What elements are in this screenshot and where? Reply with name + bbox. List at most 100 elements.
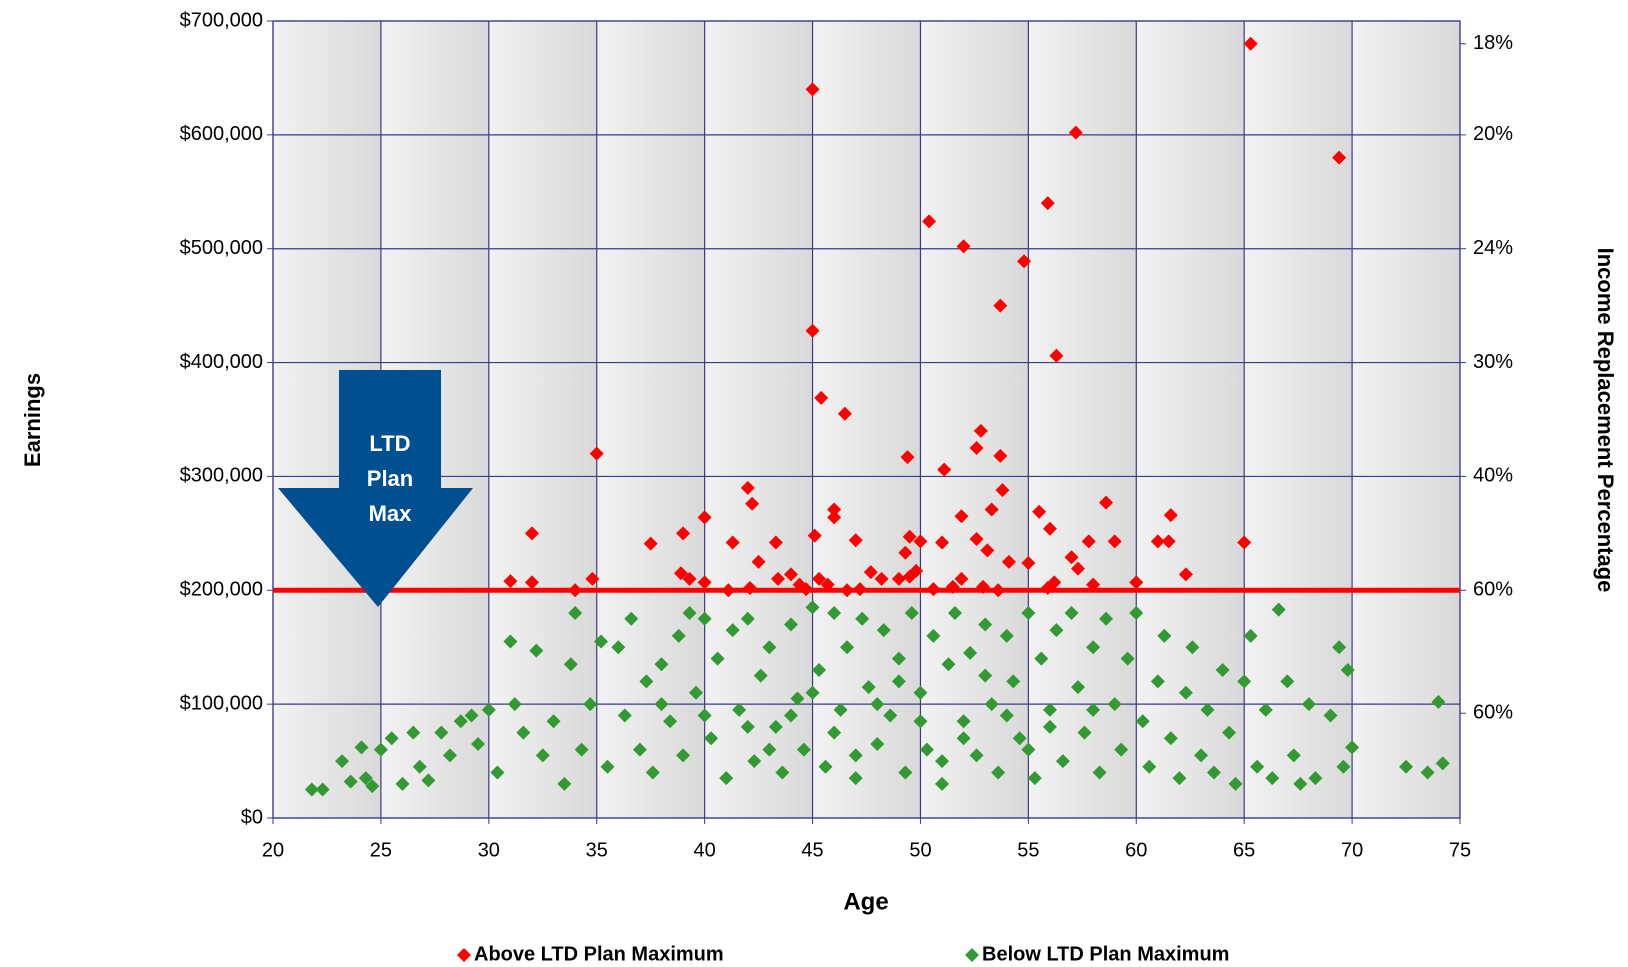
data-point [1027, 771, 1042, 786]
data-point [954, 571, 969, 586]
data-point [807, 528, 822, 543]
plot-band [1028, 21, 1137, 818]
data-point [516, 725, 531, 740]
data-point [471, 736, 486, 751]
data-point [999, 708, 1014, 723]
data-point [585, 571, 600, 586]
x-tick-label: 70 [1341, 839, 1363, 861]
data-point [1055, 754, 1070, 769]
plot-band [1244, 21, 1353, 818]
data-point [442, 748, 457, 763]
data-point [1431, 694, 1446, 709]
data-point [1265, 771, 1280, 786]
data-point [589, 446, 604, 461]
data-point [762, 742, 777, 757]
data-point [1157, 628, 1172, 643]
data-point [1301, 697, 1316, 712]
plot-band [812, 21, 921, 818]
data-point [740, 719, 755, 734]
data-point [1092, 765, 1107, 780]
data-point [557, 776, 572, 791]
legend-marker [457, 948, 471, 962]
data-point [747, 754, 762, 769]
y-tick-label: $400,000 [180, 351, 263, 373]
y2-tick-label: 24% [1473, 237, 1513, 259]
data-point [898, 765, 913, 780]
data-point [1280, 674, 1295, 689]
y-tick-label: $200,000 [180, 579, 263, 601]
data-point [762, 640, 777, 655]
data-point [697, 708, 712, 723]
data-point [304, 782, 319, 797]
y-tick-label: $100,000 [180, 692, 263, 714]
data-point [1068, 125, 1083, 140]
data-point [963, 645, 978, 660]
data-point [1185, 640, 1200, 655]
data-point [689, 685, 704, 700]
data-point [993, 448, 1008, 463]
data-point [848, 771, 863, 786]
legend-label: Above LTD Plan Maximum [474, 943, 724, 965]
data-point [863, 565, 878, 580]
data-point [546, 714, 561, 729]
data-point [840, 640, 855, 655]
data-point [354, 740, 369, 755]
data-point [771, 571, 786, 586]
data-point [1286, 748, 1301, 763]
data-point [1021, 742, 1036, 757]
x-tick-label: 35 [586, 839, 608, 861]
data-point [1086, 640, 1101, 655]
data-point [812, 662, 827, 677]
data-point [913, 534, 928, 549]
data-point [725, 535, 740, 550]
data-point [594, 634, 609, 649]
data-point [1042, 521, 1057, 536]
data-point [1077, 725, 1092, 740]
x-tick-label: 55 [1017, 839, 1039, 861]
data-point [1194, 748, 1209, 763]
data-point [1332, 150, 1347, 165]
data-point [1086, 702, 1101, 717]
data-point [524, 526, 539, 541]
data-point [1099, 611, 1114, 626]
data-point [827, 725, 842, 740]
data-point [1021, 555, 1036, 570]
data-point [1161, 534, 1176, 549]
data-point [1345, 740, 1360, 755]
data-point [1032, 504, 1047, 519]
data-point [1237, 674, 1252, 689]
data-point [1163, 508, 1178, 523]
legend-marker [965, 948, 979, 962]
data-point [1001, 554, 1016, 569]
data-point [768, 719, 783, 734]
data-point [1120, 651, 1135, 666]
data-point [682, 571, 697, 586]
data-point [384, 731, 399, 746]
data-point [874, 571, 889, 586]
data-point [812, 571, 827, 586]
data-point [1308, 771, 1323, 786]
data-point [973, 423, 988, 438]
data-point [935, 754, 950, 769]
data-point [837, 406, 852, 421]
data-point [583, 697, 598, 712]
data-point [902, 569, 917, 584]
data-point [453, 714, 468, 729]
annotation-text: Plan [367, 466, 413, 491]
data-point [1107, 697, 1122, 712]
data-point [574, 742, 589, 757]
data-point [643, 536, 658, 551]
data-point [1099, 495, 1114, 510]
data-point [980, 543, 995, 558]
data-point [954, 509, 969, 524]
data-point [913, 685, 928, 700]
data-point [1243, 628, 1258, 643]
data-point [1012, 731, 1027, 746]
data-point [1034, 651, 1049, 666]
data-point [848, 748, 863, 763]
data-point [654, 697, 669, 712]
data-point [373, 742, 388, 757]
data-point [632, 742, 647, 757]
data-point [870, 697, 885, 712]
